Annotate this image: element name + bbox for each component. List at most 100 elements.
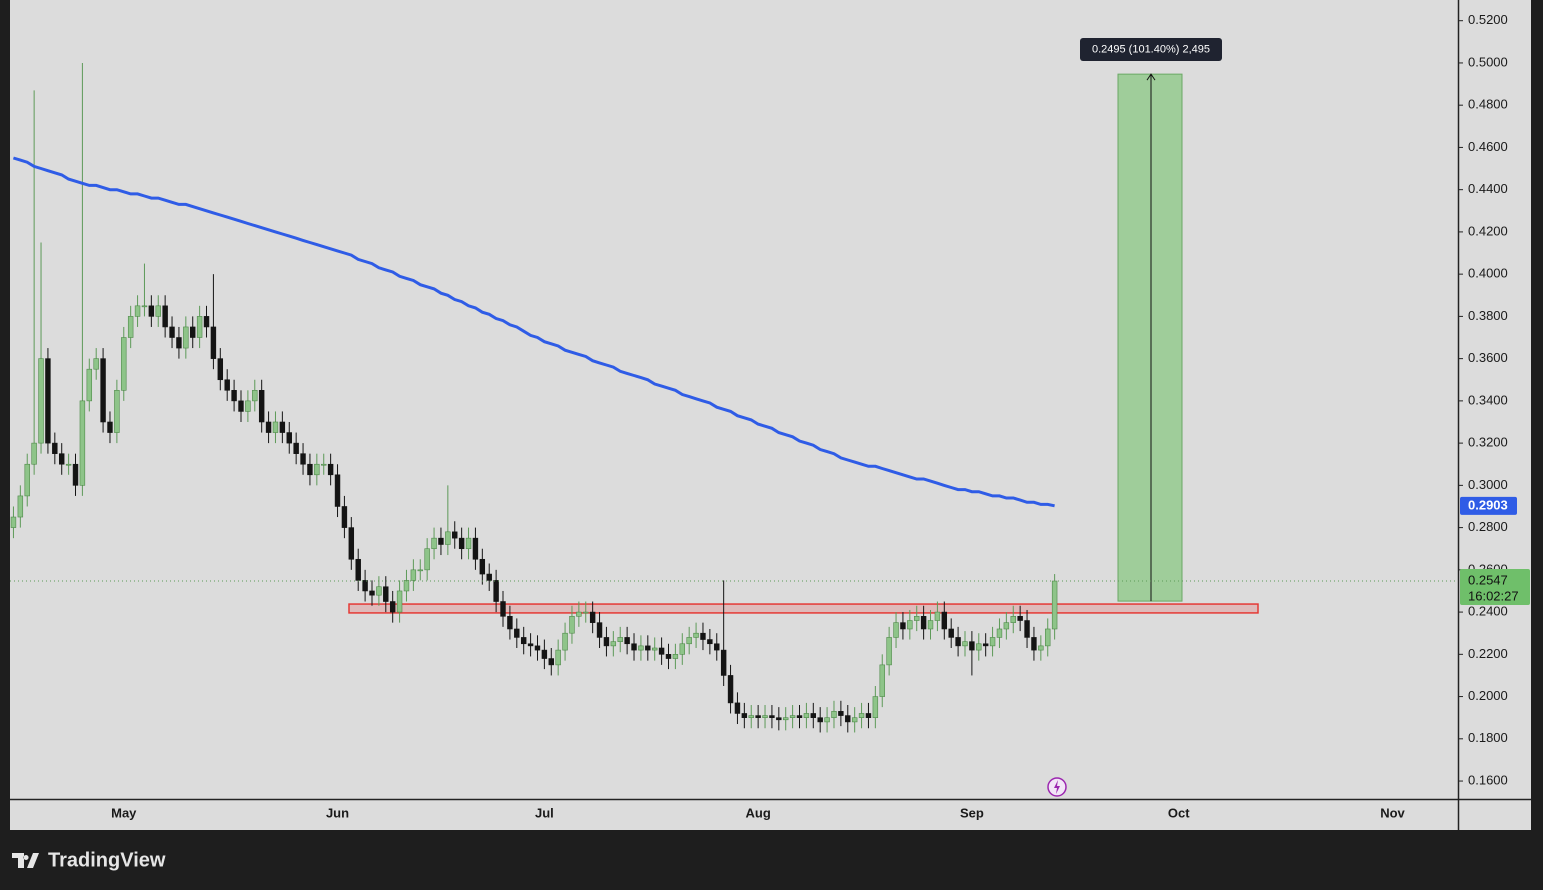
candle-body: [631, 643, 637, 651]
candle-body: [879, 664, 885, 697]
candle-body: [10, 516, 17, 528]
candle-body: [24, 463, 30, 497]
candle-body: [700, 632, 706, 640]
candle-body: [665, 654, 672, 659]
candle-body: [548, 658, 554, 666]
alert-bolt: [1054, 780, 1060, 794]
candle-body: [727, 675, 734, 704]
candle-body: [472, 537, 479, 560]
candle-body: [872, 696, 879, 718]
candle-body: [541, 649, 548, 659]
candle-body: [500, 601, 506, 617]
candle-body: [238, 400, 244, 412]
y-tick-label: 0.5200: [1468, 12, 1508, 27]
support-zone: [348, 603, 1259, 614]
candle-body: [886, 637, 892, 666]
candle-body: [176, 337, 182, 349]
y-tick-label: 0.4200: [1468, 223, 1508, 238]
x-tick-label: Oct: [1168, 805, 1190, 820]
candle-body: [272, 421, 279, 433]
candle-body: [624, 637, 630, 645]
candle-body: [927, 620, 934, 630]
x-tick-label: Aug: [745, 805, 770, 820]
candle-body: [410, 569, 417, 581]
candle-body: [720, 649, 727, 676]
candle-body: [865, 713, 872, 718]
candle-body: [327, 463, 334, 476]
candle-body: [396, 590, 403, 613]
candle-body: [127, 316, 134, 338]
candle-body: [1051, 580, 1058, 630]
candle-body: [534, 645, 541, 651]
candle-body: [486, 573, 492, 581]
candle-body: [803, 713, 810, 718]
chart-area: [10, 0, 1531, 830]
candle-body: [72, 463, 79, 486]
candle-body: [776, 717, 782, 721]
candle-body: [403, 580, 410, 592]
candle-body: [141, 305, 148, 308]
candle-body: [948, 628, 954, 638]
candle-body: [796, 715, 803, 718]
candle-body: [955, 637, 961, 647]
candle-body: [65, 463, 72, 466]
candle-body: [1003, 622, 1010, 630]
candle-body: [1024, 620, 1030, 638]
candle-body: [114, 390, 120, 433]
candle-body: [982, 643, 989, 647]
projection-label-box: [1080, 38, 1222, 61]
y-tick-label: 0.2800: [1468, 519, 1508, 534]
y-tick-label: 0.4800: [1468, 97, 1508, 112]
candle-body: [190, 326, 196, 338]
candle-body: [252, 390, 258, 402]
candle-body: [86, 368, 93, 402]
brand: TradingView: [48, 849, 166, 871]
candle-body: [196, 316, 203, 338]
candle-body: [479, 558, 486, 575]
candle-body: [976, 643, 982, 651]
candle-body: [920, 616, 927, 630]
candle-body: [134, 305, 141, 317]
candle-body: [341, 506, 348, 528]
candle-body: [693, 632, 699, 638]
candle-body: [934, 611, 941, 621]
candle-body: [389, 601, 396, 613]
candle-body: [362, 580, 368, 592]
candle-body: [583, 611, 589, 614]
candles: [10, 62, 1058, 733]
candle-body: [672, 654, 679, 659]
y-tick-label: 0.3800: [1468, 308, 1508, 323]
candle-body: [603, 637, 610, 647]
candle-body: [334, 474, 341, 507]
candle-body: [445, 531, 451, 545]
y-tick-label: 0.3400: [1468, 392, 1508, 407]
candle-body: [17, 495, 24, 518]
candle-body: [279, 421, 286, 433]
y-tick-label: 0.3200: [1468, 435, 1508, 450]
candle-body: [121, 337, 127, 391]
candle-body: [507, 616, 513, 630]
candle-body: [1045, 628, 1051, 647]
x-tick-label: Sep: [960, 805, 984, 820]
candle-body: [210, 326, 217, 359]
y-tick-label: 0.3600: [1468, 350, 1508, 365]
candle-body: [658, 647, 665, 655]
candle-body: [617, 637, 623, 642]
candle-body: [265, 421, 272, 433]
candle-body: [520, 637, 527, 645]
candle-body: [93, 358, 99, 370]
candle-body: [1017, 616, 1023, 621]
candle-body: [831, 711, 837, 718]
candle-body: [707, 639, 713, 645]
candle-body: [162, 305, 168, 328]
candle-body: [686, 637, 692, 645]
candle-body: [31, 442, 37, 465]
last-price-label: 0.2547: [1468, 572, 1508, 587]
candle-body: [1031, 637, 1037, 651]
logo-icon: [12, 853, 39, 868]
candle-body: [348, 527, 355, 560]
candle-body: [783, 717, 789, 721]
candle-body: [969, 641, 975, 651]
candle-body: [465, 537, 472, 550]
